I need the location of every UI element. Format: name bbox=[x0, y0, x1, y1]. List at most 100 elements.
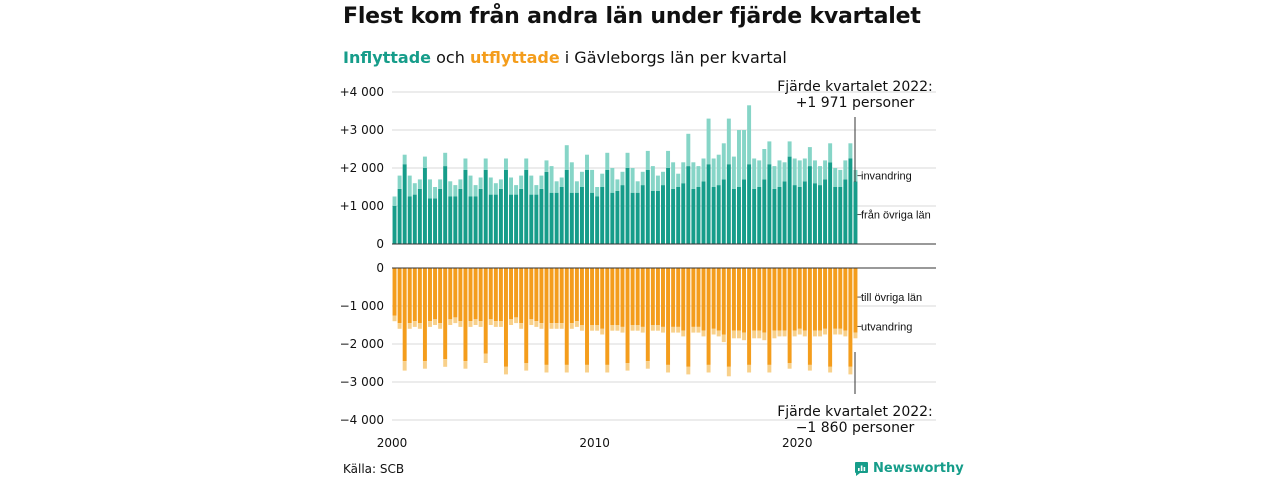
bar-fran-ovriga-lan bbox=[731, 188, 736, 244]
bar-fran-ovriga-lan bbox=[655, 190, 660, 244]
bar-invandring bbox=[843, 160, 848, 180]
bar-till-ovriga-lan bbox=[716, 268, 721, 331]
bar-fran-ovriga-lan bbox=[579, 187, 584, 244]
bar-utvandring bbox=[676, 326, 681, 333]
bar-fran-ovriga-lan bbox=[428, 198, 432, 244]
bar-invandring bbox=[458, 179, 463, 189]
bar-fran-ovriga-lan bbox=[559, 187, 564, 244]
bar-till-ovriga-lan bbox=[433, 268, 438, 320]
bar-invandring bbox=[422, 156, 427, 168]
bar-invandring bbox=[498, 179, 503, 189]
bar-till-ovriga-lan bbox=[585, 268, 589, 365]
bar-invandring bbox=[600, 173, 605, 187]
bar-till-ovriga-lan bbox=[655, 268, 660, 325]
bar-fran-ovriga-lan bbox=[509, 194, 514, 244]
bar-fran-ovriga-lan bbox=[569, 192, 574, 244]
bar-utvandring bbox=[807, 364, 812, 371]
bar-utvandring bbox=[458, 321, 463, 327]
bar-utvandring bbox=[681, 330, 686, 337]
bar-fran-ovriga-lan bbox=[453, 196, 458, 244]
bar-till-ovriga-lan bbox=[711, 268, 716, 329]
bar-fran-ovriga-lan bbox=[534, 194, 539, 244]
bar-utvandring bbox=[772, 330, 777, 339]
bar-till-ovriga-lan bbox=[458, 268, 463, 322]
bar-fran-ovriga-lan bbox=[797, 187, 802, 244]
bar-fran-ovriga-lan bbox=[463, 169, 468, 244]
bar-till-ovriga-lan bbox=[807, 268, 812, 365]
bar-till-ovriga-lan bbox=[691, 268, 696, 327]
bar-till-ovriga-lan bbox=[564, 268, 569, 365]
bar-fran-ovriga-lan bbox=[833, 187, 838, 244]
bar-utvandring bbox=[407, 323, 412, 329]
label-utvandring: utvandring bbox=[861, 321, 912, 333]
bar-till-ovriga-lan bbox=[635, 268, 640, 325]
bar-invandring bbox=[833, 168, 838, 187]
bar-invandring bbox=[524, 158, 529, 170]
bar-fran-ovriga-lan bbox=[691, 188, 696, 244]
bar-utvandring bbox=[448, 319, 453, 325]
bar-utvandring bbox=[645, 361, 650, 369]
bar-fran-ovriga-lan bbox=[402, 164, 407, 244]
bar-till-ovriga-lan bbox=[468, 268, 473, 322]
bar-fran-ovriga-lan bbox=[503, 169, 508, 244]
y-tick-label-bottom: −4 000 bbox=[340, 413, 384, 427]
bar-invandring bbox=[645, 150, 650, 170]
bar-till-ovriga-lan bbox=[503, 268, 508, 367]
bar-utvandring bbox=[514, 317, 519, 324]
y-tick-label-top: +3 000 bbox=[340, 123, 384, 137]
bar-invandring bbox=[777, 160, 782, 187]
bar-invandring bbox=[620, 171, 625, 186]
bar-till-ovriga-lan bbox=[671, 268, 676, 327]
bar-fran-ovriga-lan bbox=[473, 196, 478, 244]
bar-utvandring bbox=[519, 323, 524, 329]
bar-fran-ovriga-lan bbox=[595, 196, 600, 244]
bar-till-ovriga-lan bbox=[498, 268, 503, 322]
bar-invandring bbox=[731, 156, 736, 189]
bar-till-ovriga-lan bbox=[843, 268, 848, 331]
bar-till-ovriga-lan bbox=[610, 268, 615, 325]
bar-invandring bbox=[397, 175, 402, 189]
bar-till-ovriga-lan bbox=[397, 268, 402, 324]
bar-invandring bbox=[676, 173, 681, 187]
bar-utvandring bbox=[453, 317, 458, 324]
bar-till-ovriga-lan bbox=[554, 268, 559, 324]
bar-utvandring bbox=[711, 328, 716, 335]
bar-fran-ovriga-lan bbox=[488, 194, 493, 244]
bar-utvandring bbox=[838, 328, 843, 335]
annotation-bottom-line1: Fjärde kvartalet 2022: bbox=[777, 404, 933, 420]
bar-fran-ovriga-lan bbox=[544, 171, 549, 244]
bar-invandring bbox=[503, 158, 508, 170]
chart-subtitle: Inflyttade och utflyttade i Gävleborgs l… bbox=[343, 48, 787, 67]
bar-fran-ovriga-lan bbox=[554, 192, 559, 244]
bar-till-ovriga-lan bbox=[696, 268, 701, 327]
bar-till-ovriga-lan bbox=[848, 268, 853, 367]
bar-fran-ovriga-lan bbox=[777, 187, 782, 244]
y-tick-label-bottom: −3 000 bbox=[340, 375, 384, 389]
bar-invandring bbox=[828, 143, 833, 163]
bar-invandring bbox=[807, 147, 812, 167]
bar-fran-ovriga-lan bbox=[478, 188, 483, 244]
bar-invandring bbox=[640, 171, 645, 186]
bar-fran-ovriga-lan bbox=[458, 188, 463, 244]
bar-invandring bbox=[661, 171, 665, 186]
bar-utvandring bbox=[762, 332, 767, 341]
bar-utvandring bbox=[666, 364, 671, 373]
bar-till-ovriga-lan bbox=[726, 268, 731, 367]
bar-fran-ovriga-lan bbox=[620, 185, 625, 244]
bar-fran-ovriga-lan bbox=[519, 188, 524, 244]
bar-utvandring bbox=[544, 364, 549, 373]
x-tick-label: 2000 bbox=[377, 436, 408, 450]
bar-fran-ovriga-lan bbox=[706, 164, 711, 244]
bar-utvandring bbox=[630, 325, 635, 331]
bar-utvandring bbox=[412, 321, 417, 327]
bar-fran-ovriga-lan bbox=[762, 179, 767, 244]
bar-fran-ovriga-lan bbox=[716, 185, 721, 244]
y-tick-label-top: +2 000 bbox=[340, 161, 384, 175]
bar-invandring bbox=[848, 143, 853, 159]
bar-till-ovriga-lan bbox=[706, 268, 711, 365]
bar-invandring bbox=[792, 158, 797, 186]
bar-invandring bbox=[428, 179, 432, 199]
bar-fran-ovriga-lan bbox=[757, 187, 762, 244]
bar-till-ovriga-lan bbox=[524, 268, 529, 363]
bar-till-ovriga-lan bbox=[422, 268, 427, 362]
